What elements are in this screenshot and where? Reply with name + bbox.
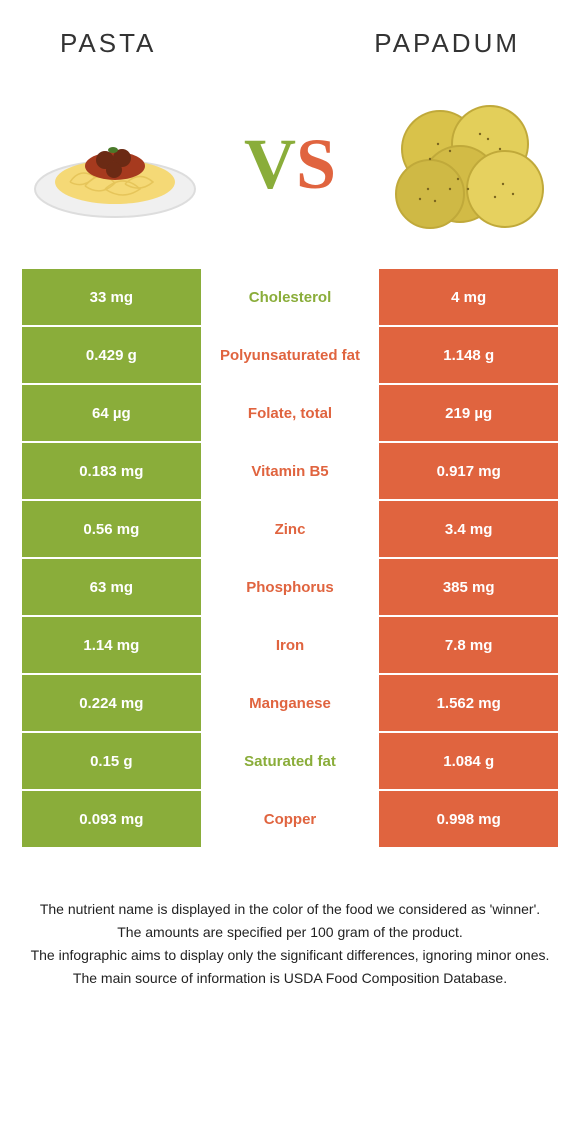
left-value: 0.224 mg xyxy=(22,675,201,731)
vs-s: S xyxy=(296,128,336,200)
left-value: 63 mg xyxy=(22,559,201,615)
nutrient-label: Iron xyxy=(201,617,380,673)
footnote-line: The nutrient name is displayed in the co… xyxy=(22,899,558,920)
papadum-image xyxy=(380,89,550,239)
pasta-image xyxy=(30,89,200,239)
nutrient-label: Cholesterol xyxy=(201,269,380,325)
footnotes: The nutrient name is displayed in the co… xyxy=(0,849,580,1011)
nutrient-row: 0.224 mgManganese1.562 mg xyxy=(22,675,558,731)
left-value: 0.093 mg xyxy=(22,791,201,847)
left-value: 0.429 g xyxy=(22,327,201,383)
nutrient-label: Folate, total xyxy=(201,385,380,441)
nutrient-row: 0.093 mgCopper0.998 mg xyxy=(22,791,558,847)
nutrient-row: 0.15 gSaturated fat1.084 g xyxy=(22,733,558,789)
left-value: 0.183 mg xyxy=(22,443,201,499)
nutrient-label: Copper xyxy=(201,791,380,847)
vs-v: V xyxy=(244,128,296,200)
left-value: 1.14 mg xyxy=(22,617,201,673)
right-value: 0.917 mg xyxy=(379,443,558,499)
nutrient-label: Polyunsaturated fat xyxy=(201,327,380,383)
nutrient-row: 63 mgPhosphorus385 mg xyxy=(22,559,558,615)
nutrient-row: 0.56 mgZinc3.4 mg xyxy=(22,501,558,557)
left-value: 64 µg xyxy=(22,385,201,441)
nutrient-label: Phosphorus xyxy=(201,559,380,615)
right-value: 219 µg xyxy=(379,385,558,441)
left-food-title: Pasta xyxy=(60,28,156,59)
left-value: 33 mg xyxy=(22,269,201,325)
nutrient-row: 64 µgFolate, total219 µg xyxy=(22,385,558,441)
right-value: 0.998 mg xyxy=(379,791,558,847)
nutrient-row: 0.429 gPolyunsaturated fat1.148 g xyxy=(22,327,558,383)
nutrient-label: Manganese xyxy=(201,675,380,731)
left-value: 0.15 g xyxy=(22,733,201,789)
right-value: 4 mg xyxy=(379,269,558,325)
right-value: 7.8 mg xyxy=(379,617,558,673)
nutrient-row: 1.14 mgIron7.8 mg xyxy=(22,617,558,673)
nutrient-row: 33 mgCholesterol4 mg xyxy=(22,269,558,325)
right-value: 1.148 g xyxy=(379,327,558,383)
right-value: 1.562 mg xyxy=(379,675,558,731)
vs-label: VS xyxy=(244,128,336,200)
footnote-line: The main source of information is USDA F… xyxy=(22,968,558,989)
right-value: 385 mg xyxy=(379,559,558,615)
footnote-line: The amounts are specified per 100 gram o… xyxy=(22,922,558,943)
nutrient-label: Saturated fat xyxy=(201,733,380,789)
nutrient-row: 0.183 mgVitamin B50.917 mg xyxy=(22,443,558,499)
nutrient-label: Vitamin B5 xyxy=(201,443,380,499)
nutrient-label: Zinc xyxy=(201,501,380,557)
nutrient-table: 33 mgCholesterol4 mg0.429 gPolyunsaturat… xyxy=(0,269,580,847)
right-value: 1.084 g xyxy=(379,733,558,789)
right-food-title: Papadum xyxy=(374,28,520,59)
right-value: 3.4 mg xyxy=(379,501,558,557)
images-row: VS xyxy=(0,69,580,269)
header-row: Pasta Papadum xyxy=(0,0,580,69)
left-value: 0.56 mg xyxy=(22,501,201,557)
footnote-line: The infographic aims to display only the… xyxy=(22,945,558,966)
